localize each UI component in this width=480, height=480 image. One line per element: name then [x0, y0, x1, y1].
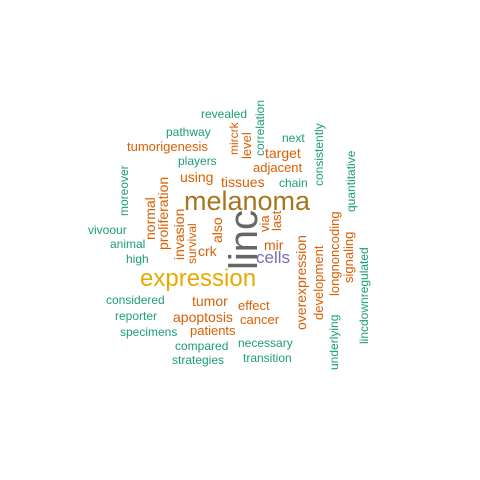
word-normal: normal	[142, 197, 158, 240]
word-tumorigenesis: tumorigenesis	[127, 139, 208, 154]
word-transition: transition	[243, 351, 292, 365]
word-patients: patients	[190, 323, 236, 338]
word-melanoma: melanoma	[184, 186, 311, 216]
word-moreover: moreover	[117, 165, 131, 216]
word-also: also	[209, 217, 225, 243]
word-strategies: strategies	[172, 353, 225, 367]
word-tissues: tissues	[221, 174, 265, 190]
word-animal: animal	[110, 237, 146, 251]
word-chain: chain	[279, 176, 308, 190]
word-adjacent: adjacent	[253, 160, 303, 175]
word-target: target	[265, 145, 301, 161]
word-consistently: consistently	[312, 123, 326, 186]
word-considered: considered	[106, 293, 165, 307]
word-correlation: correlation	[253, 99, 267, 156]
word-expression: expression	[140, 265, 257, 292]
word-development: development	[311, 245, 326, 320]
word-invasion: invasion	[171, 208, 187, 260]
word-signaling: signaling	[341, 231, 356, 283]
word-cancer: cancer	[240, 312, 280, 327]
word-tumor: tumor	[192, 293, 228, 309]
word-specimens: specimens	[120, 325, 178, 339]
word-last: last	[269, 210, 284, 231]
word-longnoncoding: longnoncoding	[327, 211, 342, 296]
word-next: next	[282, 131, 305, 145]
word-high: high	[126, 252, 149, 266]
word-mircrk: mircrk	[227, 122, 241, 155]
word-apoptosis: apoptosis	[173, 309, 233, 325]
word-using: using	[180, 169, 214, 185]
word-necessary: necessary	[238, 336, 293, 350]
word-level: level	[239, 132, 254, 159]
word-effect: effect	[238, 298, 270, 313]
word-cells: cells	[256, 248, 291, 267]
word-reporter: reporter	[115, 309, 158, 323]
word-pathway: pathway	[166, 125, 211, 139]
word-players: players	[178, 154, 217, 168]
word-compared: compared	[175, 339, 229, 353]
word-mir: mir	[264, 237, 284, 253]
word-crk: crk	[198, 243, 217, 259]
word-survival: survival	[185, 223, 199, 264]
word-quantitative: quantitative	[344, 150, 358, 212]
word-proliferation: proliferation	[155, 176, 171, 250]
word-revealed: revealed	[201, 107, 248, 121]
word-overexpression: overexpression	[293, 235, 309, 330]
word-vivoour: vivoour	[88, 223, 127, 237]
word-lincdownregulated: lincdownregulated	[357, 247, 371, 344]
word-underlying: underlying	[327, 314, 341, 370]
